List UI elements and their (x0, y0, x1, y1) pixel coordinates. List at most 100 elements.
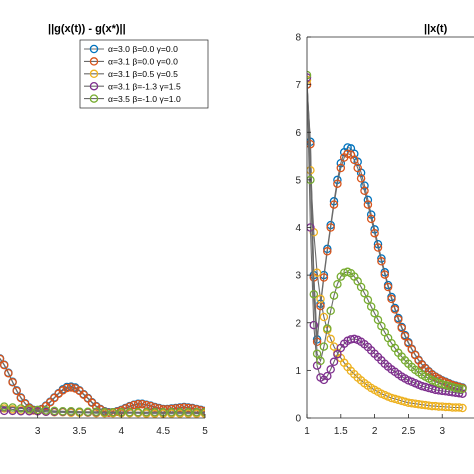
right-series-5-point (316, 356, 325, 366)
left-series-5-point (167, 408, 176, 417)
right-series-3-point (326, 334, 335, 344)
right-series-2-point (394, 315, 403, 324)
left-series-2-point (175, 403, 185, 413)
right-series-2-point (319, 273, 329, 282)
right-series-5-point (323, 324, 332, 333)
right-series-3-point (454, 403, 464, 412)
left-series-2-point (137, 399, 147, 409)
right-series-4-point (333, 349, 342, 359)
right-series-3-point (458, 403, 467, 413)
left-series-2-point (150, 403, 160, 412)
left-series-5-point (100, 408, 109, 417)
legend-marker-icon (89, 81, 99, 91)
left-series-2-point (66, 383, 76, 392)
left-series-2-point (8, 378, 17, 387)
right-series-5-point (373, 315, 383, 325)
left-series-5-point (0, 402, 9, 411)
legend: α=3.0 β=0.0 γ=0.0 α=3.1 β=0.0 γ=0.0 α=3.1 … (79, 39, 209, 109)
left-series-4-point (16, 407, 26, 416)
right-series-line-5 (307, 75, 463, 390)
right-series-5-point (454, 384, 464, 393)
right-series-2-point (383, 282, 393, 292)
right-series-2-point (323, 247, 332, 256)
left-series-5-point (50, 406, 59, 416)
right-y-tick-label: 5 (295, 175, 301, 186)
right-series-4-point (309, 320, 319, 330)
legend-entry-3: α=3.1 β=0.5 γ=0.5 (84, 69, 178, 79)
left-x-tick-label: 4 (119, 426, 125, 437)
left-series-2-point (58, 386, 68, 395)
left-series-2-point (0, 354, 5, 364)
right-series-4-point (329, 357, 339, 367)
right-series-5-point (329, 291, 339, 300)
right-series-2-point (360, 186, 369, 196)
right-y-tick-label: 0 (295, 414, 301, 425)
right-series-2-point (377, 257, 386, 266)
right-series-5-point (319, 342, 329, 351)
right-series-2-point (397, 323, 406, 333)
right-series-2-point (373, 243, 383, 252)
legend-entry-4: α=3.1 β=-1.3 γ=1.5 (84, 81, 181, 91)
left-series-2-point (146, 401, 155, 411)
right-series-3-point (316, 294, 325, 304)
right-series-2-point (326, 223, 335, 232)
left-axes: 3 3.5 4 4.5 5 ||g(x(t)) - g(x*)|| (0, 23, 208, 437)
right-series-5-point (356, 282, 366, 292)
left-series-2-point (16, 393, 26, 403)
right-series-2-point (363, 200, 373, 209)
right-series-line-4 (307, 77, 463, 395)
left-chart-title: ||g(x(t)) - g(x*)|| (48, 23, 126, 35)
left-x-tick-label: 3.5 (73, 426, 87, 437)
left-series-2-point (62, 383, 72, 393)
left-series-5-point (66, 407, 76, 416)
left-series-2-point (71, 384, 80, 393)
right-series-4-point (326, 365, 335, 374)
left-series-2-point (50, 393, 59, 403)
right-series-5-point (307, 175, 315, 185)
right-series-2-point (333, 179, 342, 188)
left-series-5-point (108, 408, 118, 417)
right-series-5-point (458, 384, 467, 394)
left-series-5-point (150, 408, 160, 417)
right-series-5-point (309, 289, 319, 299)
legend-label: α=3.0 β=0.0 γ=0.0 (108, 44, 178, 54)
left-series-5-point (175, 408, 185, 417)
right-series-5-point (326, 306, 335, 316)
legend-entry-1: α=3.0 β=0.0 γ=0.0 (84, 44, 178, 54)
right-plot-area (307, 70, 467, 413)
right-series-2-point (380, 270, 390, 279)
left-x-tick-label: 3 (35, 426, 41, 437)
right-series-2-point (329, 200, 339, 209)
left-series-2-point (184, 403, 193, 413)
right-y-tick-label: 7 (295, 80, 301, 91)
right-series-5-point (366, 302, 376, 311)
right-x-tick-label: 2 (372, 426, 378, 437)
right-series-4-point (307, 223, 315, 232)
left-series-2-point (133, 399, 143, 409)
right-y-ticks: 0 1 2 3 4 5 6 7 8 (295, 33, 311, 425)
right-y-tick-label: 2 (295, 318, 301, 329)
left-series-5-point (91, 407, 101, 417)
right-series-2-point (390, 305, 400, 314)
legend-marker-icon (89, 44, 99, 54)
legend-marker-icon (89, 94, 99, 103)
left-series-2-point (12, 386, 21, 396)
right-series-5-point (370, 308, 379, 318)
left-series-2-point (129, 400, 139, 410)
left-series-5-point (142, 408, 151, 417)
left-x-tick-label: 5 (202, 426, 208, 437)
left-series-2-point (192, 405, 201, 414)
left-series-5-point (25, 405, 34, 414)
right-series-5-point (307, 70, 312, 80)
legend-entry-5: α=3.5 β=-1.0 γ=1.0 (84, 94, 181, 104)
right-series-2-point (350, 155, 359, 165)
legend-marker-icon (89, 69, 99, 79)
right-series-2-point (343, 149, 352, 158)
right-y-tick-label: 3 (295, 271, 301, 282)
legend-label: α=3.5 β=-1.0 γ=1.0 (108, 94, 181, 104)
left-series-5-point (16, 404, 26, 413)
left-series-5-point (125, 408, 134, 417)
